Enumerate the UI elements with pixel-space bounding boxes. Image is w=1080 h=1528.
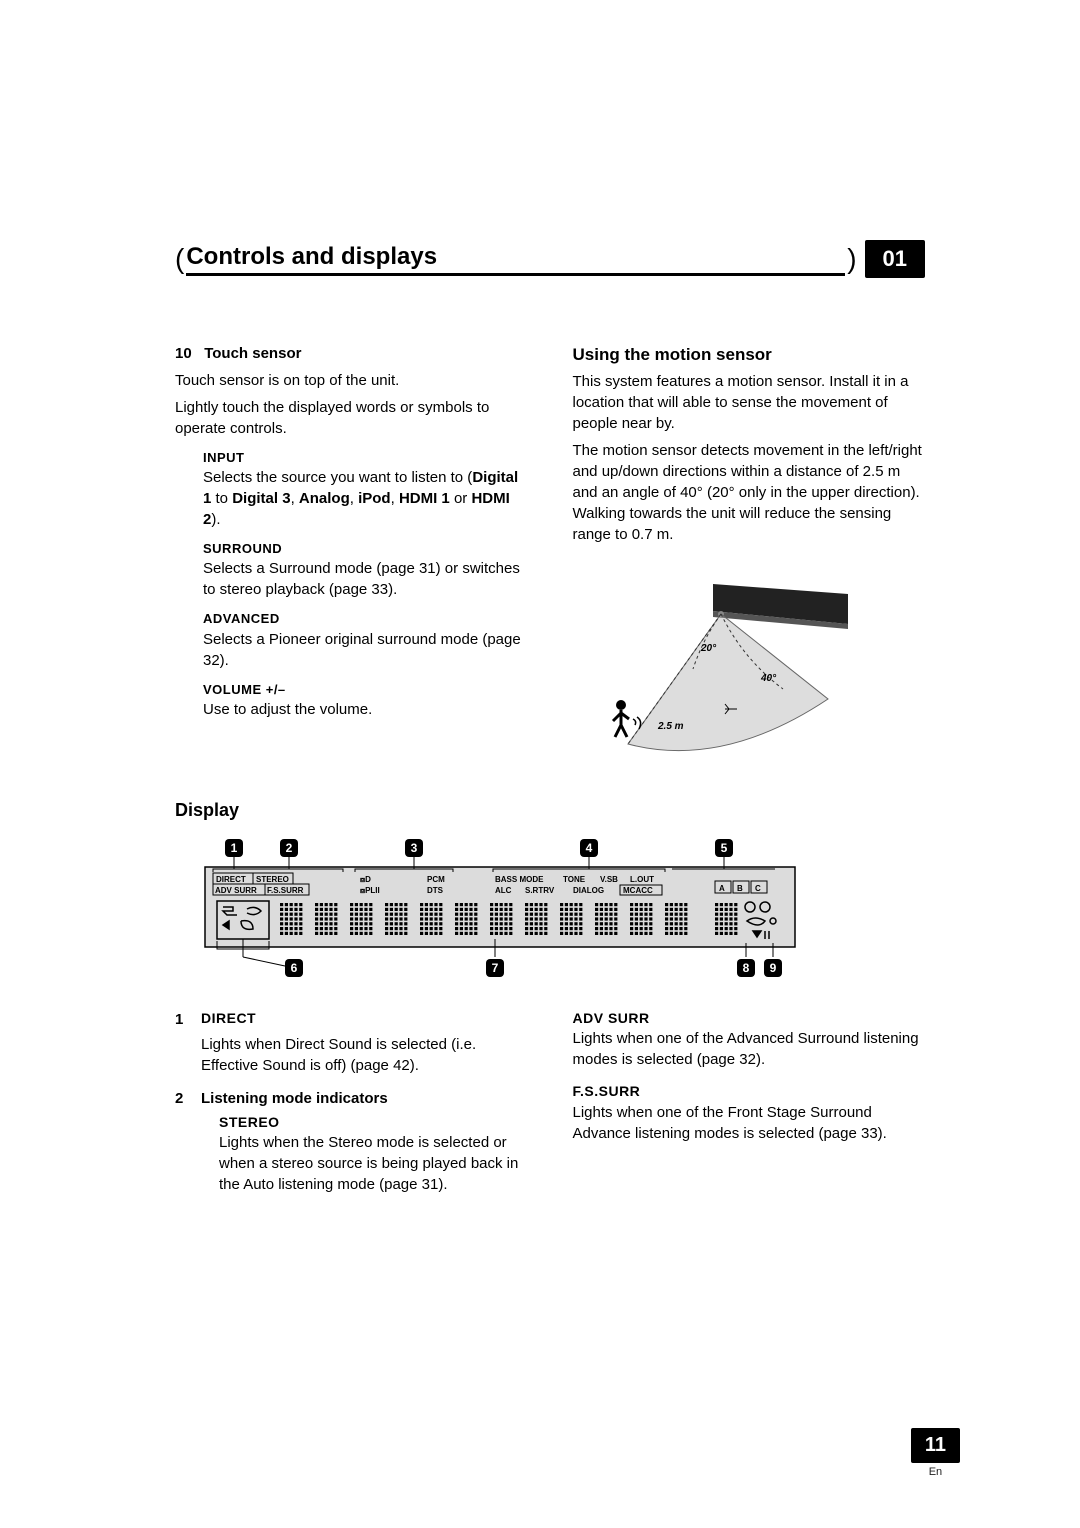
page-container: ( Controls and displays ) 01 10 Touch se… <box>0 0 1080 1255</box>
motion-sensor-p1: This system features a motion sensor. In… <box>573 371 926 434</box>
text: , <box>350 490 358 507</box>
text: HDMI 1 <box>399 490 450 507</box>
defs-left-column: 1 DIRECT Lights when Direct Sound is sel… <box>175 1009 528 1196</box>
touch-sensor-heading: 10 Touch sensor <box>175 343 528 364</box>
def-fssurr-label: F.S.SURR <box>573 1082 926 1102</box>
display-panel-diagram: 1 2 3 4 5 DIRECT STEREO ADV SURR F.S.SUR… <box>175 839 825 979</box>
ind-direct: DIRECT <box>216 875 246 884</box>
advanced-item: ADVANCED Selects a Pioneer original surr… <box>203 610 528 670</box>
input-body: Selects the source you want to listen to… <box>203 467 528 530</box>
callout-9: 9 <box>770 961 777 975</box>
volume-body: Use to adjust the volume. <box>203 699 528 720</box>
callout-5: 5 <box>721 841 728 855</box>
callout-6: 6 <box>291 961 298 975</box>
definitions-columns: 1 DIRECT Lights when Direct Sound is sel… <box>175 1009 925 1196</box>
input-label: INPUT <box>203 449 528 467</box>
ind-c: C <box>755 884 761 893</box>
callout-8: 8 <box>743 961 750 975</box>
def-1-label: DIRECT <box>201 1009 256 1030</box>
ind-dpl: ⧈PLII <box>360 886 380 895</box>
def-stereo-label: STEREO <box>219 1113 528 1133</box>
ind-tone: TONE <box>563 875 586 884</box>
ind-mcacc: MCACC <box>623 886 653 895</box>
def-2-row: 2 Listening mode indicators <box>175 1088 528 1109</box>
ind-lout: L.OUT <box>630 875 654 884</box>
input-item: INPUT Selects the source you want to lis… <box>203 449 528 530</box>
volume-item: VOLUME +/– Use to adjust the volume. <box>203 681 528 720</box>
left-column: 10 Touch sensor Touch sensor is on top o… <box>175 343 528 760</box>
page-lang: En <box>911 1466 960 1478</box>
text: Selects the source you want to listen to… <box>203 469 472 486</box>
callout-7: 7 <box>492 961 499 975</box>
text: Digital 3 <box>232 490 290 507</box>
ind-fssurr: F.S.SURR <box>267 886 304 895</box>
def-advsurr: ADV SURR Lights when one of the Advanced… <box>573 1009 926 1071</box>
def-1-num: 1 <box>175 1009 191 1030</box>
distance-label: 2.5 m <box>657 721 684 732</box>
callout-1: 1 <box>231 841 238 855</box>
motion-sensor-heading: Using the motion sensor <box>573 343 926 367</box>
ind-srtrv: S.RTRV <box>525 886 555 895</box>
chapter-number-badge: 01 <box>865 240 925 278</box>
ind-bassmode: BASS MODE <box>495 875 544 884</box>
ind-advsurr: ADV SURR <box>215 886 257 895</box>
touch-sensor-line2: Lightly touch the displayed words or sym… <box>175 397 528 439</box>
callout-4: 4 <box>586 841 593 855</box>
page-footer: 11 En <box>911 1428 960 1478</box>
angle-20-label: 20° <box>700 643 717 654</box>
surround-body: Selects a Surround mode (page 31) or swi… <box>203 558 528 600</box>
touch-sensor-line1: Touch sensor is on top of the unit. <box>175 370 528 391</box>
def-1-body: Lights when Direct Sound is selected (i.… <box>201 1034 528 1076</box>
def-fssurr-body: Lights when one of the Front Stage Surro… <box>573 1102 926 1144</box>
def-2-num: 2 <box>175 1088 191 1109</box>
def-advsurr-body: Lights when one of the Advanced Surround… <box>573 1028 926 1070</box>
advanced-label: ADVANCED <box>203 610 528 628</box>
text: or <box>450 490 472 507</box>
num-10: 10 <box>175 345 192 362</box>
ind-dialog: DIALOG <box>573 886 604 895</box>
ind-a: A <box>719 884 725 893</box>
text: ). <box>211 511 220 528</box>
defs-right-column: ADV SURR Lights when one of the Advanced… <box>573 1009 926 1196</box>
page-number-badge: 11 <box>911 1428 960 1463</box>
motion-sensor-diagram: 20° 40° 2.5 m <box>573 569 863 754</box>
header-title-wrap: ( Controls and displays ) <box>175 243 857 276</box>
ind-dd: ⧈D <box>360 875 371 884</box>
ind-alc: ALC <box>495 886 512 895</box>
section-title: Controls and displays <box>186 243 845 276</box>
callout-2: 2 <box>286 841 293 855</box>
callout-3: 3 <box>411 841 418 855</box>
paren-close: ) <box>847 243 856 275</box>
def-1-row: 1 DIRECT <box>175 1009 528 1030</box>
text: , <box>291 490 299 507</box>
text: Analog <box>299 490 350 507</box>
upper-columns: 10 Touch sensor Touch sensor is on top o… <box>175 343 925 760</box>
def-stereo: STEREO Lights when the Stereo mode is se… <box>219 1113 528 1196</box>
advanced-body: Selects a Pioneer original surround mode… <box>203 629 528 671</box>
ind-pcm: PCM <box>427 875 445 884</box>
motion-sensor-p2: The motion sensor detects movement in th… <box>573 440 926 545</box>
surround-label: SURROUND <box>203 540 528 558</box>
ind-stereo: STEREO <box>256 875 289 884</box>
ind-vsb: V.SB <box>600 875 618 884</box>
volume-label: VOLUME +/– <box>203 681 528 699</box>
surround-item: SURROUND Selects a Surround mode (page 3… <box>203 540 528 600</box>
text: to <box>211 490 232 507</box>
paren-open: ( <box>175 243 184 275</box>
def-fssurr: F.S.SURR Lights when one of the Front St… <box>573 1082 926 1144</box>
ind-dts: DTS <box>427 886 444 895</box>
right-column: Using the motion sensor This system feat… <box>573 343 926 760</box>
touch-sensor-label: Touch sensor <box>204 345 301 362</box>
def-advsurr-label: ADV SURR <box>573 1009 926 1029</box>
angle-40-label: 40° <box>760 673 777 684</box>
def-stereo-body: Lights when the Stereo mode is selected … <box>219 1132 528 1195</box>
def-2-label: Listening mode indicators <box>201 1088 388 1109</box>
text: , <box>391 490 399 507</box>
text: iPod <box>358 490 391 507</box>
ind-b: B <box>737 884 743 893</box>
section-header: ( Controls and displays ) 01 <box>175 240 925 278</box>
display-heading: Display <box>175 800 925 821</box>
